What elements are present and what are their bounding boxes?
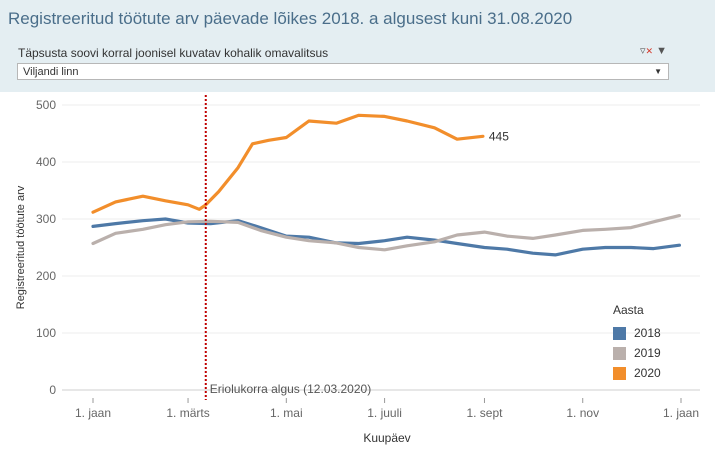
filter-label: Täpsusta soovi korral joonisel kuvatav k… — [18, 46, 329, 60]
filter-menu-icon[interactable]: ▼ — [656, 45, 668, 57]
x-tick-label: 1. nov — [566, 406, 599, 420]
legend: Aasta 2018 2019 2020 — [613, 303, 661, 383]
legend-swatch — [613, 366, 626, 380]
legend-label: 2018 — [634, 326, 661, 340]
x-axis-label: Kuupäev — [363, 431, 410, 445]
y-tick-label: 300 — [36, 212, 56, 226]
x-tick-label: 1. juuli — [367, 406, 402, 420]
y-tick-label: 0 — [49, 383, 56, 397]
reference-line-label: Eriolukorra algus (12.03.2020) — [210, 382, 371, 396]
series-line-2020 — [91, 113, 485, 214]
municipality-select-value: Viljandi linn — [23, 66, 79, 78]
chart-title: Registreeritud töötute arv päevade lõike… — [8, 9, 573, 28]
filter-clear-icon[interactable]: ▿✕ — [640, 45, 654, 57]
x-tick-label: 1. sept — [466, 406, 503, 420]
y-tick-label: 500 — [36, 98, 56, 112]
legend-label: 2019 — [634, 346, 661, 360]
legend-swatch — [613, 346, 626, 360]
legend-swatch — [613, 326, 626, 340]
legend-item-2018[interactable]: 2018 — [613, 323, 661, 343]
x-axis-ticks: 1. jaan 1. märts 1. mai 1. juuli 1. sept 1. n… — [75, 398, 699, 420]
municipality-select[interactable]: Viljandi linn ▼ — [17, 63, 669, 80]
series-lines — [91, 113, 682, 257]
legend-item-2019[interactable]: 2019 — [613, 343, 661, 363]
y-tick-label: 100 — [36, 326, 56, 340]
legend-item-2020[interactable]: 2020 — [613, 363, 661, 383]
chevron-down-icon[interactable]: ▼ — [654, 67, 662, 76]
x-tick-label: 1. jaan — [663, 406, 699, 420]
legend-items: 2018 2019 2020 — [613, 323, 661, 383]
x-tick-label: 1. mai — [270, 406, 303, 420]
y-axis-label: Registreeritud töötute arv — [15, 185, 27, 309]
filter-panel: Registreeritud töötute arv päevade lõike… — [0, 0, 715, 92]
filter-tools: ▿✕ ▼ — [640, 44, 667, 57]
y-tick-label: 400 — [36, 155, 56, 169]
end-value-label: 445 — [489, 129, 509, 143]
x-tick-label: 1. märts — [166, 406, 209, 420]
series-line-2019 — [91, 213, 682, 252]
legend-label: 2020 — [634, 366, 661, 380]
y-tick-label: 200 — [36, 269, 56, 283]
y-axis-ticks: 0 100 200 300 400 500 — [36, 98, 56, 397]
legend-title: Aasta — [613, 303, 644, 317]
x-tick-label: 1. jaan — [75, 406, 111, 420]
